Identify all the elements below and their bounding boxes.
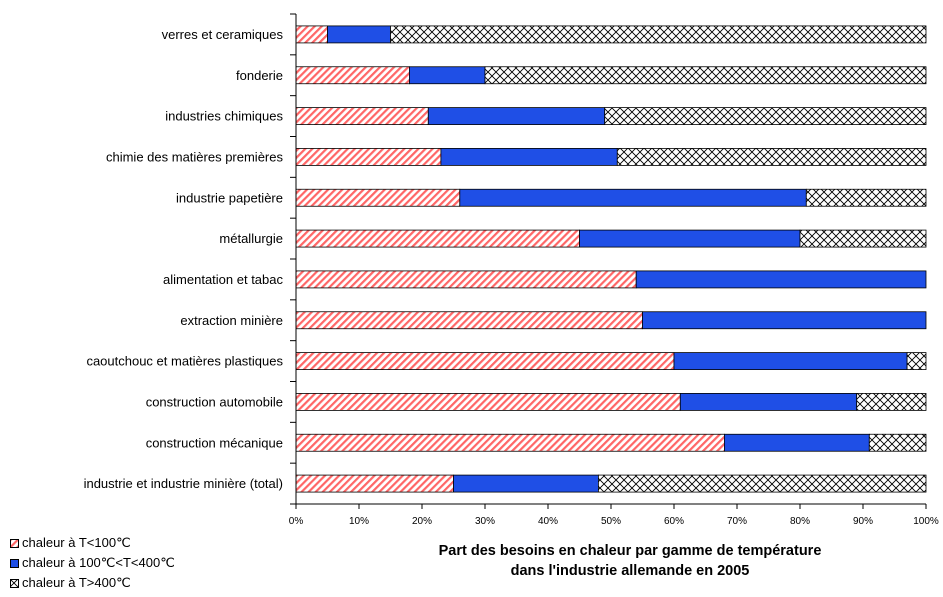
x-tick-label: 20%: [412, 516, 432, 527]
category-label-metallurgie: métallurgie: [219, 231, 283, 246]
bar-segment-metallurgie-series-0: [295, 229, 580, 248]
x-tick-label: 0%: [289, 516, 304, 527]
bar-segment-chimie-des-matieres-premieres-series-0: [295, 148, 442, 166]
legend-label-mid-temp: chaleur à 100℃<T<400℃: [22, 555, 175, 570]
category-label-extraction-miniere: extraction minière: [180, 313, 283, 328]
bar-segment-construction-mecanique-series-2: [868, 433, 927, 452]
bar-segment-construction-automobile-series-0: [295, 393, 681, 411]
bar-segment-alimentation-et-tabac-series-1: [635, 270, 927, 289]
bar-segment-industrie-et-industrie-miniere-total-series-1: [453, 474, 599, 493]
x-tick-label: 10%: [349, 516, 369, 527]
legend: chaleur à T<100℃ chaleur à 100℃<T<400℃ c…: [10, 533, 175, 593]
x-tick-label: 90%: [853, 516, 873, 527]
x-tick-label: 40%: [538, 516, 558, 527]
bar-segment-metallurgie-series-1: [579, 229, 801, 248]
bar-segment-construction-mecanique-series-1: [724, 433, 870, 452]
chart-title-line-1: Part des besoins en chaleur par gamme de…: [438, 543, 822, 559]
bar-segment-industrie-papetiere-series-1: [459, 188, 807, 207]
stacked-bar-chart: verres et ceramiques fonderie industries c…: [84, 13, 939, 527]
category-label-industrie-papetiere: industrie papetière: [176, 190, 283, 205]
bar-segment-caoutchouc-et-matieres-plastiques-series-1: [673, 352, 908, 370]
legend-swatch-mid-temp: [10, 558, 19, 568]
bar-segment-fonderie-series-2: [484, 66, 927, 85]
bar-segment-alimentation-et-tabac-series-0: [295, 270, 637, 289]
chart-title-line-2: dans l'industrie allemande en 2005: [510, 563, 750, 579]
bar-segment-industrie-papetiere-series-0: [295, 188, 461, 207]
bar-segment-industrie-papetiere-series-2: [805, 188, 927, 207]
bar-segment-verres-et-ceramiques-series-1: [327, 25, 391, 44]
bar-segment-industrie-et-industrie-miniere-total-series-0: [295, 474, 454, 493]
bar-segment-industries-chimiques-series-1: [427, 107, 606, 125]
x-tick-label: 80%: [790, 516, 810, 527]
x-tick-label: 50%: [601, 516, 621, 527]
bar-segment-metallurgie-series-2: [799, 229, 927, 248]
legend-label-high-temp: chaleur à T>400℃: [22, 575, 131, 590]
legend-label-low-temp: chaleur à T<100℃: [22, 535, 131, 550]
legend-item-mid-temp: chaleur à 100℃<T<400℃: [10, 553, 175, 573]
legend-item-high-temp: chaleur à T>400℃: [10, 573, 175, 593]
bar-segment-verres-et-ceramiques-series-2: [390, 25, 927, 44]
category-label-fonderie: fonderie: [236, 68, 283, 83]
bar-segment-caoutchouc-et-matieres-plastiques-series-2: [906, 352, 927, 370]
category-label-industries-chimiques: industries chimiques: [165, 109, 283, 124]
bar-segment-extraction-miniere-series-0: [295, 311, 643, 330]
bar-segment-industries-chimiques-series-2: [604, 107, 927, 125]
legend-swatch-low-temp: [10, 538, 19, 548]
legend-item-low-temp: chaleur à T<100℃: [10, 533, 175, 553]
category-label-construction-automobile: construction automobile: [146, 394, 283, 409]
bar-segment-verres-et-ceramiques-series-0: [295, 25, 328, 44]
bar-segment-chimie-des-matieres-premieres-series-2: [616, 148, 927, 166]
bar-segment-construction-mecanique-series-0: [295, 433, 725, 452]
x-tick-label: 60%: [664, 516, 684, 527]
category-label-chimie-des-matieres-premieres: chimie des matières premières: [106, 149, 284, 164]
bar-segment-construction-automobile-series-1: [679, 393, 858, 411]
bar-segment-industrie-et-industrie-miniere-total-series-2: [598, 474, 927, 493]
bar-segment-fonderie-series-1: [408, 66, 486, 85]
x-tick-label: 100%: [913, 516, 939, 527]
bar-segment-extraction-miniere-series-1: [642, 311, 927, 330]
bar-segment-chimie-des-matieres-premieres-series-1: [440, 148, 618, 166]
legend-swatch-high-temp: [10, 578, 19, 588]
category-label-industrie-et-industrie-miniere-total: industrie et industrie minière (total): [84, 476, 283, 491]
category-label-alimentation-et-tabac: alimentation et tabac: [163, 272, 283, 287]
bar-segment-fonderie-series-0: [295, 66, 410, 85]
bar-segment-caoutchouc-et-matieres-plastiques-series-0: [295, 352, 675, 370]
bar-segment-construction-automobile-series-2: [856, 393, 927, 411]
category-label-caoutchouc-et-matieres-plastiques: caoutchouc et matières plastiques: [86, 354, 283, 369]
x-tick-label: 30%: [475, 516, 495, 527]
category-label-construction-mecanique: construction mécanique: [146, 435, 283, 450]
category-label-verres-et-ceramiques: verres et ceramiques: [162, 27, 284, 42]
bar-segment-industries-chimiques-series-0: [295, 107, 429, 125]
x-tick-label: 70%: [727, 516, 747, 527]
